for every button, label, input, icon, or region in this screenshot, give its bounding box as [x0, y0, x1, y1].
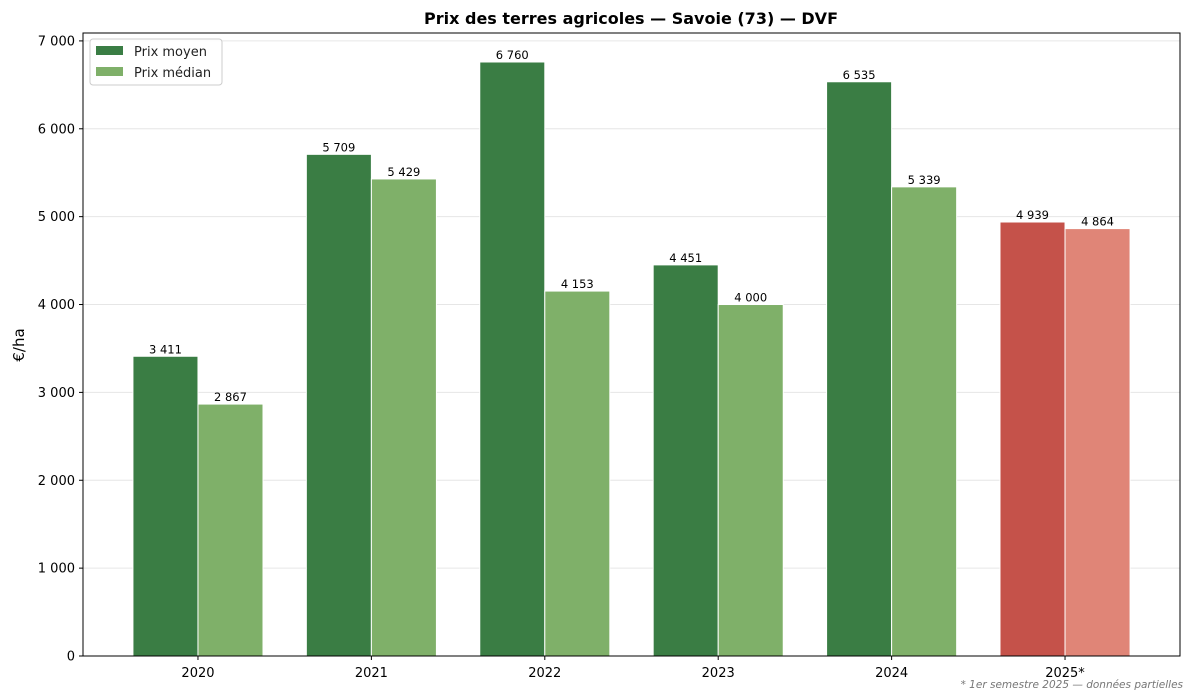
- x-tick-label: 2021: [355, 666, 388, 681]
- bar-median-2023: [717, 304, 784, 657]
- bar-median-2022: [544, 290, 611, 657]
- data-labels: 3 411 2 867 5 709 5 429 6 760 4 153 4 451 4 000…: [149, 48, 1114, 404]
- y-tick-label: 1 000: [38, 562, 75, 577]
- y-tick-label: 4 000: [38, 298, 75, 313]
- data-label: 6 760: [496, 48, 529, 62]
- data-label: 4 451: [669, 251, 702, 265]
- y-tick-label: 6 000: [38, 122, 75, 137]
- data-label: 4 864: [1081, 215, 1114, 229]
- x-tick-label: 2023: [702, 666, 735, 681]
- legend-label-mean: Prix moyen: [134, 45, 207, 60]
- data-label: 5 339: [908, 173, 941, 187]
- footnote: * 1er semestre 2025 — données partielles: [961, 679, 1184, 691]
- bar-mean-2021: [305, 153, 372, 657]
- y-tick-label: 0: [67, 650, 75, 665]
- x-tick-label: 2022: [528, 666, 561, 681]
- x-tick-label: 2024: [875, 666, 908, 681]
- legend-swatch-mean: [96, 46, 123, 55]
- data-label: 6 535: [843, 68, 876, 82]
- bar-median-2020: [197, 403, 264, 657]
- y-tick-label: 7 000: [38, 34, 75, 49]
- bar-median-2024: [891, 186, 958, 657]
- bar-mean-2025*: [999, 221, 1066, 657]
- x-tick-label: 2020: [181, 666, 214, 681]
- y-tick-label: 2 000: [38, 474, 75, 489]
- data-label: 5 709: [322, 140, 355, 154]
- gridlines: [83, 40, 1180, 657]
- legend-swatch-median: [96, 67, 123, 76]
- bars: [132, 61, 1131, 657]
- bar-median-2021: [370, 178, 437, 657]
- legend-label-median: Prix médian: [134, 66, 211, 81]
- y-tick-label: 5 000: [38, 210, 75, 225]
- y-axis-label: €/ha: [10, 328, 28, 361]
- x-axis: 2020 2021 2022 2023 2024 2025*: [181, 656, 1085, 681]
- bar-mean-2020: [132, 355, 199, 657]
- bar-median-2025*: [1064, 228, 1131, 657]
- data-label: 5 429: [387, 165, 420, 179]
- data-label: 4 939: [1016, 208, 1049, 222]
- data-label: 2 867: [214, 390, 247, 404]
- data-label: 4 153: [561, 277, 594, 291]
- bar-mean-2023: [652, 264, 719, 657]
- plot-frame: [82, 32, 1181, 657]
- y-tick-label: 3 000: [38, 386, 75, 401]
- bar-mean-2022: [479, 61, 546, 657]
- x-tick-label: 2025*: [1045, 666, 1085, 681]
- y-axis: 0 1 000 2 000 3 000 4 000 5 000 6 000 7 000: [38, 34, 83, 665]
- data-label: 4 000: [734, 291, 767, 305]
- bar-mean-2024: [826, 81, 893, 657]
- legend: Prix moyen Prix médian: [89, 38, 223, 86]
- chart-title: Prix des terres agricoles — Savoie (73) …: [424, 9, 838, 28]
- data-label: 3 411: [149, 342, 182, 356]
